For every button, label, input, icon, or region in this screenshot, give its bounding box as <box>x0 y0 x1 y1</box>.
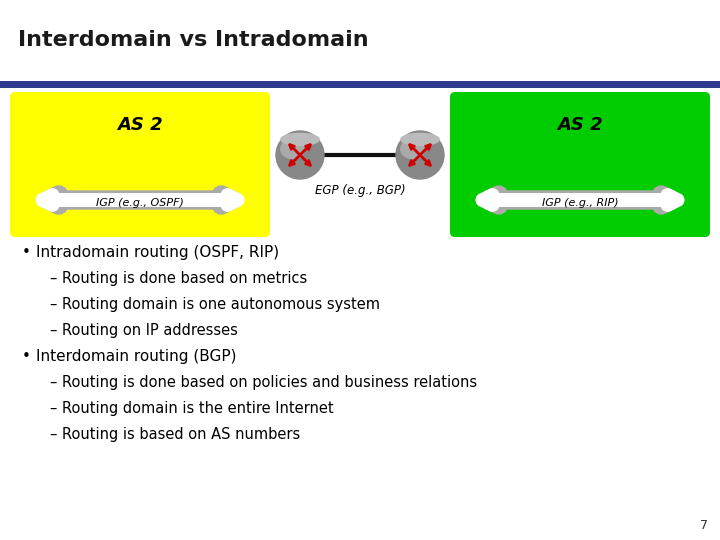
Text: Interdomain vs Intradomain: Interdomain vs Intradomain <box>18 30 369 50</box>
Text: – Routing is done based on policies and business relations: – Routing is done based on policies and … <box>50 375 477 390</box>
Text: 7: 7 <box>700 519 708 532</box>
FancyBboxPatch shape <box>450 92 710 237</box>
Text: – Routing domain is one autonomous system: – Routing domain is one autonomous syste… <box>50 297 380 312</box>
Text: IGP (e.g., RIP): IGP (e.g., RIP) <box>541 198 618 208</box>
Text: AS 2: AS 2 <box>557 116 603 134</box>
Ellipse shape <box>401 139 425 159</box>
FancyBboxPatch shape <box>10 92 270 237</box>
Ellipse shape <box>281 133 319 145</box>
Text: Interdomain routing (BGP): Interdomain routing (BGP) <box>36 349 236 364</box>
Ellipse shape <box>281 139 305 159</box>
FancyBboxPatch shape <box>0 81 720 88</box>
Text: – Routing is done based on metrics: – Routing is done based on metrics <box>50 271 307 286</box>
Circle shape <box>396 131 444 179</box>
Text: – Routing domain is the entire Internet: – Routing domain is the entire Internet <box>50 401 333 416</box>
Text: •: • <box>22 245 31 260</box>
Ellipse shape <box>401 133 439 145</box>
Text: Intradomain routing (OSPF, RIP): Intradomain routing (OSPF, RIP) <box>36 245 279 260</box>
Circle shape <box>276 131 324 179</box>
Text: •: • <box>22 349 31 364</box>
Text: AS 2: AS 2 <box>117 116 163 134</box>
Text: – Routing on IP addresses: – Routing on IP addresses <box>50 323 238 338</box>
Text: IGP (e.g., OSPF): IGP (e.g., OSPF) <box>96 198 184 208</box>
Text: – Routing is based on AS numbers: – Routing is based on AS numbers <box>50 427 300 442</box>
Text: EGP (e.g., BGP): EGP (e.g., BGP) <box>315 184 405 197</box>
